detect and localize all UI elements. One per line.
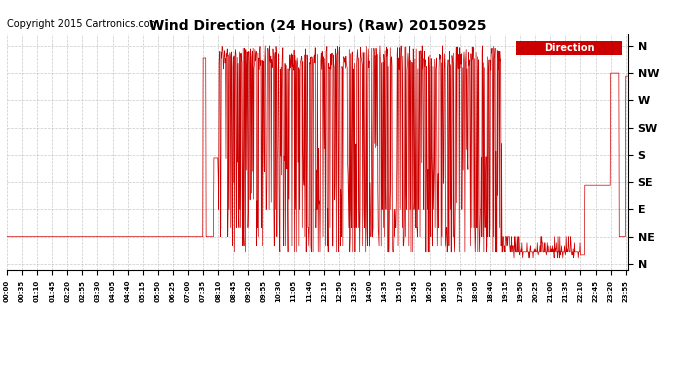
Text: Copyright 2015 Cartronics.com: Copyright 2015 Cartronics.com (7, 19, 159, 29)
Text: Direction: Direction (544, 43, 594, 53)
Title: Wind Direction (24 Hours) (Raw) 20150925: Wind Direction (24 Hours) (Raw) 20150925 (148, 19, 486, 33)
Bar (516, 41, 622, 55)
